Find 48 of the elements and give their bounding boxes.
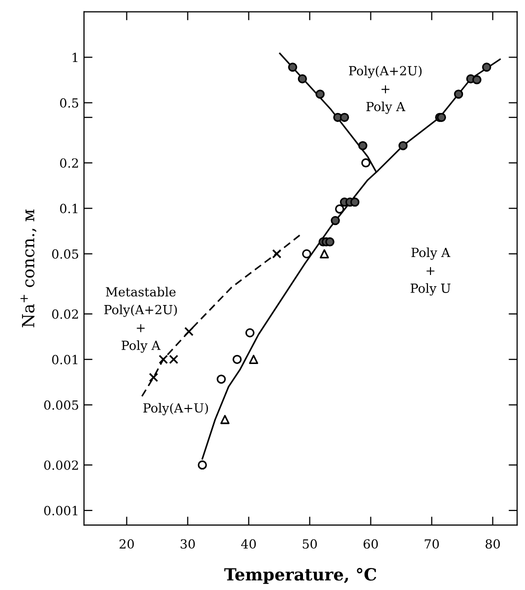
annotation: Poly(A+U) xyxy=(143,402,208,416)
y-tick-label: 0.2 xyxy=(60,158,78,168)
point xyxy=(288,62,298,72)
y-tick-label: 0.001 xyxy=(44,506,78,516)
point xyxy=(454,90,464,99)
point xyxy=(358,141,368,150)
point xyxy=(148,372,158,382)
point xyxy=(350,198,360,207)
point xyxy=(398,141,408,150)
point xyxy=(220,414,230,424)
y-tick-label: 0.02 xyxy=(52,309,78,319)
x-tick-label: 30 xyxy=(180,539,195,549)
y-tick-label: 0.005 xyxy=(44,400,78,410)
point xyxy=(302,249,312,258)
y-tick-label: 1 xyxy=(72,52,78,62)
point xyxy=(298,74,307,84)
y-tick-label: 0.002 xyxy=(44,460,78,470)
x-tick-label: 70 xyxy=(424,539,439,549)
annotation: Poly(A+2U) + Poly A xyxy=(349,66,422,114)
y-axis-title: Na$^{+}$ concn., м xyxy=(20,209,36,328)
x-axis-title: Temperature, °C xyxy=(224,568,376,584)
point xyxy=(330,216,340,226)
y-tick-label: 0.01 xyxy=(52,354,78,364)
point xyxy=(320,249,329,258)
x-tick-label: 50 xyxy=(302,539,317,549)
y-tick-label: 0.5 xyxy=(60,98,78,108)
point xyxy=(272,249,282,258)
annotation: Poly A + Poly U xyxy=(410,248,450,296)
point xyxy=(245,328,254,338)
x-tick-label: 40 xyxy=(241,539,256,549)
point xyxy=(482,62,492,72)
point xyxy=(361,158,370,168)
point xyxy=(198,460,207,470)
y-tick-label: 0.05 xyxy=(52,249,78,259)
point xyxy=(472,75,482,84)
x-tick-label: 60 xyxy=(364,539,378,549)
point xyxy=(340,112,350,122)
point xyxy=(325,237,334,246)
point xyxy=(232,354,242,364)
y-tick-label: 0.1 xyxy=(60,204,78,214)
point xyxy=(184,326,194,336)
point xyxy=(216,374,226,384)
point xyxy=(249,354,258,364)
annotation: Metastable Poly(A+2U) + Poly A xyxy=(104,286,177,353)
point xyxy=(335,204,344,214)
x-tick-label: 80 xyxy=(486,539,500,549)
point xyxy=(316,90,325,99)
x-tick-label: 20 xyxy=(120,539,134,549)
